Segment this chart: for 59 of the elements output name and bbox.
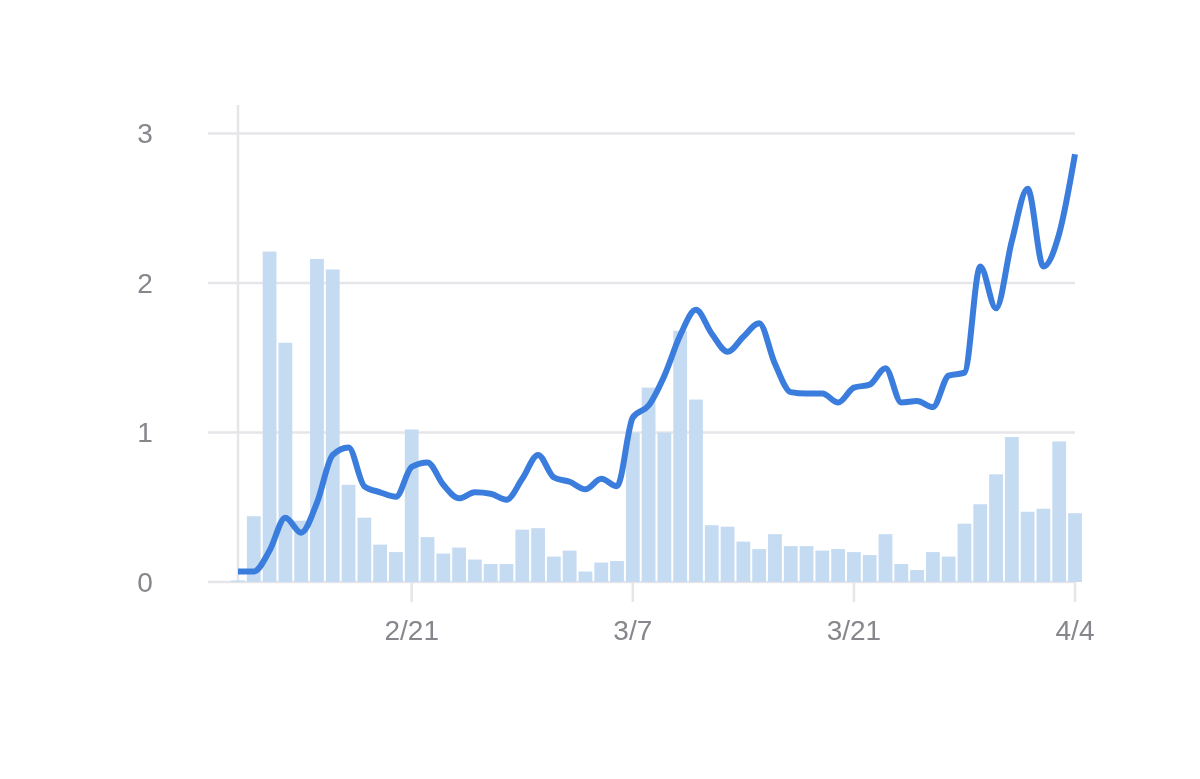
bar — [389, 552, 403, 582]
bar — [357, 517, 372, 582]
bar — [689, 399, 703, 582]
x-tick-label: 2/21 — [384, 615, 439, 646]
bar — [989, 474, 1003, 582]
bar — [736, 541, 751, 582]
x-tick-label: 4/4 — [1055, 615, 1095, 646]
bar — [641, 387, 656, 582]
bar — [657, 432, 672, 582]
y-tick-label: 1 — [137, 417, 153, 449]
bar — [499, 564, 514, 582]
x-tick-label: 3/21 — [826, 615, 882, 646]
bar — [262, 251, 277, 582]
y-tick-label: 3 — [137, 118, 153, 150]
bar — [546, 556, 561, 582]
bar — [594, 562, 609, 582]
bar — [610, 561, 624, 582]
bar — [847, 552, 861, 582]
y-tick-label: 2 — [137, 267, 153, 299]
bar — [483, 564, 498, 582]
bar — [467, 559, 482, 582]
bar — [310, 259, 324, 582]
bar — [373, 544, 388, 582]
bar — [878, 534, 893, 582]
bar — [768, 534, 782, 582]
bar — [278, 342, 293, 582]
bar — [815, 550, 830, 582]
y-tick-label: 0 — [137, 566, 153, 598]
bar — [420, 537, 435, 582]
bar — [831, 549, 846, 582]
bar — [894, 564, 909, 582]
bar — [625, 432, 640, 582]
bar — [941, 556, 956, 582]
bar — [910, 570, 924, 582]
bar — [325, 269, 340, 582]
bar — [1068, 513, 1082, 582]
x-tick-label: 3/7 — [613, 615, 653, 646]
bar — [925, 552, 940, 582]
bar — [752, 549, 767, 582]
bar — [562, 550, 577, 582]
bar — [720, 526, 735, 582]
bar — [1036, 508, 1051, 582]
bar — [452, 547, 466, 582]
bar — [957, 523, 972, 582]
bar — [436, 553, 451, 582]
bar — [973, 504, 988, 582]
bar — [1020, 511, 1035, 582]
bar — [673, 330, 688, 582]
bar — [1052, 441, 1067, 582]
bar — [799, 546, 814, 582]
bar — [515, 529, 530, 582]
bar — [783, 546, 798, 582]
bar — [531, 528, 545, 582]
bar — [341, 484, 356, 582]
bar — [1004, 436, 1019, 582]
bar — [862, 555, 877, 582]
bar — [704, 525, 719, 582]
bar — [404, 429, 419, 582]
bar — [578, 571, 593, 582]
